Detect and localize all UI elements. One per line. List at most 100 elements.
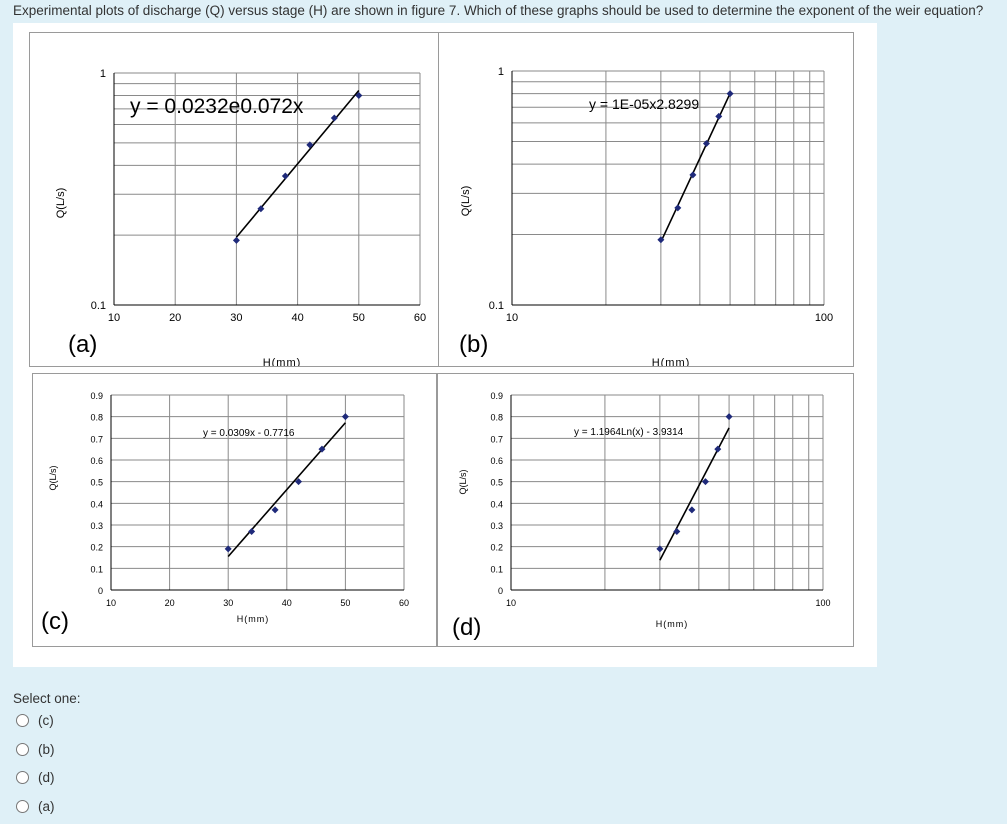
chart-panel-d: 10 100 0 0.1 0.2 0.3 0.4 0.5 0.6 0.7 0.8 0.9 H(mm) Q(… bbox=[437, 373, 854, 647]
y-tick-label: 0.4 bbox=[90, 499, 103, 509]
data-point bbox=[657, 236, 665, 244]
option-label: (d) bbox=[38, 769, 55, 785]
panel-label-b: (b) bbox=[459, 331, 489, 358]
y-tick-label: 0 bbox=[498, 586, 503, 596]
data-point bbox=[281, 172, 289, 180]
data-point bbox=[688, 506, 696, 514]
data-point bbox=[725, 413, 733, 421]
trendline-equation: y = 1E-05x2.8299 bbox=[589, 96, 699, 112]
select-one-label: Select one: bbox=[13, 691, 81, 706]
question-text: Experimental plots of discharge (Q) vers… bbox=[13, 3, 984, 18]
y-tick-label: 0.5 bbox=[90, 478, 103, 488]
chart-c: 10 20 30 40 50 60 0 0.1 0.2 0.3 0.4 0.5 0.6 0.7 0.8 0.9… bbox=[48, 391, 409, 624]
chart-b: 10 100 0.1 1 H(mm) Q(L/s) y = 1E-05x2.8299 bbox=[460, 66, 833, 366]
trendline bbox=[235, 89, 360, 238]
option-label: (a) bbox=[38, 798, 55, 814]
data-point bbox=[689, 171, 697, 179]
x-tick-label: 60 bbox=[414, 312, 426, 324]
x-axis-label: H(mm) bbox=[652, 357, 691, 366]
chart-panel-a: 10 20 30 40 50 60 0.1 1 H(mm) Q(L/s) y = 0.0232e0.… bbox=[29, 32, 445, 367]
x-axis-label: H(mm) bbox=[656, 619, 689, 629]
figure-7: 10 20 30 40 50 60 0.1 1 H(mm) Q(L/s) y = 0.0232e0.… bbox=[13, 23, 877, 667]
radio-button[interactable] bbox=[16, 713, 29, 727]
option-label: (c) bbox=[38, 712, 54, 728]
y-tick-label: 0.1 bbox=[489, 300, 504, 312]
x-tick-label: 100 bbox=[815, 598, 830, 608]
trendline bbox=[227, 422, 347, 557]
data-point bbox=[295, 478, 303, 486]
data-point bbox=[702, 139, 710, 147]
y-tick-label: 0.2 bbox=[490, 543, 503, 553]
y-tick-label: 0.2 bbox=[90, 543, 103, 553]
data-point bbox=[330, 114, 338, 122]
y-tick-label: 1 bbox=[498, 66, 504, 78]
x-tick-label: 40 bbox=[282, 598, 292, 608]
radio-button[interactable] bbox=[16, 742, 29, 756]
y-axis-label: Q(L/s) bbox=[55, 188, 67, 219]
option-d[interactable]: (d) bbox=[16, 768, 55, 786]
panel-label-d: (d) bbox=[452, 614, 482, 641]
data-point bbox=[656, 545, 664, 553]
y-tick-label: 0.8 bbox=[490, 413, 503, 423]
option-c[interactable]: (c) bbox=[16, 711, 54, 729]
panel-label-a: (a) bbox=[68, 331, 98, 358]
y-tick-label: 0.8 bbox=[90, 413, 103, 423]
x-tick-label: 100 bbox=[815, 312, 833, 324]
y-tick-label: 0.7 bbox=[90, 434, 103, 444]
y-tick-label: 0.7 bbox=[490, 434, 503, 444]
data-point bbox=[257, 205, 265, 213]
radio-button[interactable] bbox=[16, 799, 29, 813]
chart-a: 10 20 30 40 50 60 0.1 1 H(mm) Q(L/s) y = 0.0232e0.… bbox=[55, 68, 426, 366]
option-label: (b) bbox=[38, 741, 55, 757]
y-tick-label: 0.6 bbox=[490, 456, 503, 466]
y-tick-label: 0.9 bbox=[90, 391, 103, 401]
trendline-equation: y = 0.0232e0.072x bbox=[130, 95, 304, 118]
y-tick-label: 0.4 bbox=[490, 499, 503, 509]
data-point bbox=[674, 204, 682, 212]
y-tick-label: 0.5 bbox=[490, 478, 503, 488]
x-tick-label: 10 bbox=[506, 598, 516, 608]
x-tick-label: 20 bbox=[165, 598, 175, 608]
y-tick-label: 0.3 bbox=[90, 521, 103, 531]
y-axis-label: Q(L/s) bbox=[460, 186, 472, 217]
data-point bbox=[318, 445, 326, 453]
y-tick-label: 0.1 bbox=[90, 564, 103, 574]
trendline-equation: y = 0.0309x - 0.7716 bbox=[203, 428, 295, 439]
x-tick-label: 10 bbox=[106, 598, 116, 608]
data-point bbox=[306, 141, 314, 149]
y-tick-label: 0.1 bbox=[91, 300, 106, 312]
data-point bbox=[673, 528, 681, 535]
x-tick-label: 30 bbox=[223, 598, 233, 608]
data-point bbox=[714, 445, 722, 453]
x-tick-label: 20 bbox=[169, 312, 181, 324]
y-tick-label: 0.9 bbox=[490, 391, 503, 401]
x-tick-label: 40 bbox=[291, 312, 303, 324]
x-tick-label: 10 bbox=[506, 312, 518, 324]
x-tick-label: 50 bbox=[353, 312, 365, 324]
data-point bbox=[715, 112, 723, 120]
chart-panel-b: 10 100 0.1 1 H(mm) Q(L/s) y = 1E-05x2.8299 (b) bbox=[438, 32, 854, 367]
x-axis-label: H(mm) bbox=[263, 357, 302, 366]
data-point bbox=[355, 91, 363, 99]
y-tick-label: 0.6 bbox=[90, 456, 103, 466]
x-tick-label: 50 bbox=[340, 598, 350, 608]
chart-panel-c: 10 20 30 40 50 60 0 0.1 0.2 0.3 0.4 0.5 0.6 0.7 0.8 0.9… bbox=[32, 373, 437, 647]
option-b[interactable]: (b) bbox=[16, 740, 55, 758]
radio-button[interactable] bbox=[16, 770, 29, 784]
y-tick-label: 1 bbox=[100, 68, 106, 80]
data-point bbox=[341, 413, 349, 421]
data-point bbox=[701, 478, 709, 486]
panel-label-c: (c) bbox=[41, 608, 69, 635]
x-tick-label: 10 bbox=[108, 312, 120, 324]
option-a[interactable]: (a) bbox=[16, 797, 55, 815]
data-point bbox=[248, 528, 256, 535]
y-tick-label: 0.3 bbox=[490, 521, 503, 531]
data-point bbox=[271, 506, 279, 514]
y-axis-label: Q(L/s) bbox=[48, 465, 58, 490]
y-axis-label: Q(L/s) bbox=[458, 469, 468, 494]
chart-d: 10 100 0 0.1 0.2 0.3 0.4 0.5 0.6 0.7 0.8 0.9 H(mm) Q(… bbox=[458, 391, 831, 629]
y-tick-label: 0.1 bbox=[490, 564, 503, 574]
trendline-equation: y = 1.1964Ln(x) - 3.9314 bbox=[574, 427, 684, 438]
data-point bbox=[232, 236, 240, 244]
y-tick-label: 0 bbox=[98, 586, 103, 596]
